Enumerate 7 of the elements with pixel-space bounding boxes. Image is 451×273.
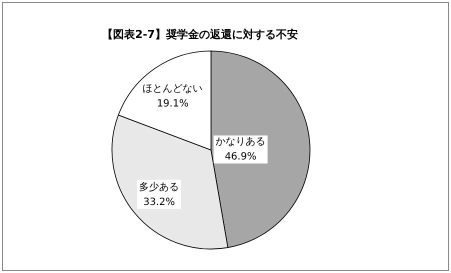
slice-label: ほとんどない [142, 84, 203, 95]
data-label: 19.1% [156, 98, 189, 110]
slice-label: 多少ある [139, 180, 180, 193]
data-label: 46.9% [224, 151, 256, 162]
chart-title: 【図表2-7】奨学金の返還に対する不安 [102, 28, 298, 41]
slice-label: かなりある [216, 136, 266, 148]
data-label: 33.2% [143, 196, 175, 208]
